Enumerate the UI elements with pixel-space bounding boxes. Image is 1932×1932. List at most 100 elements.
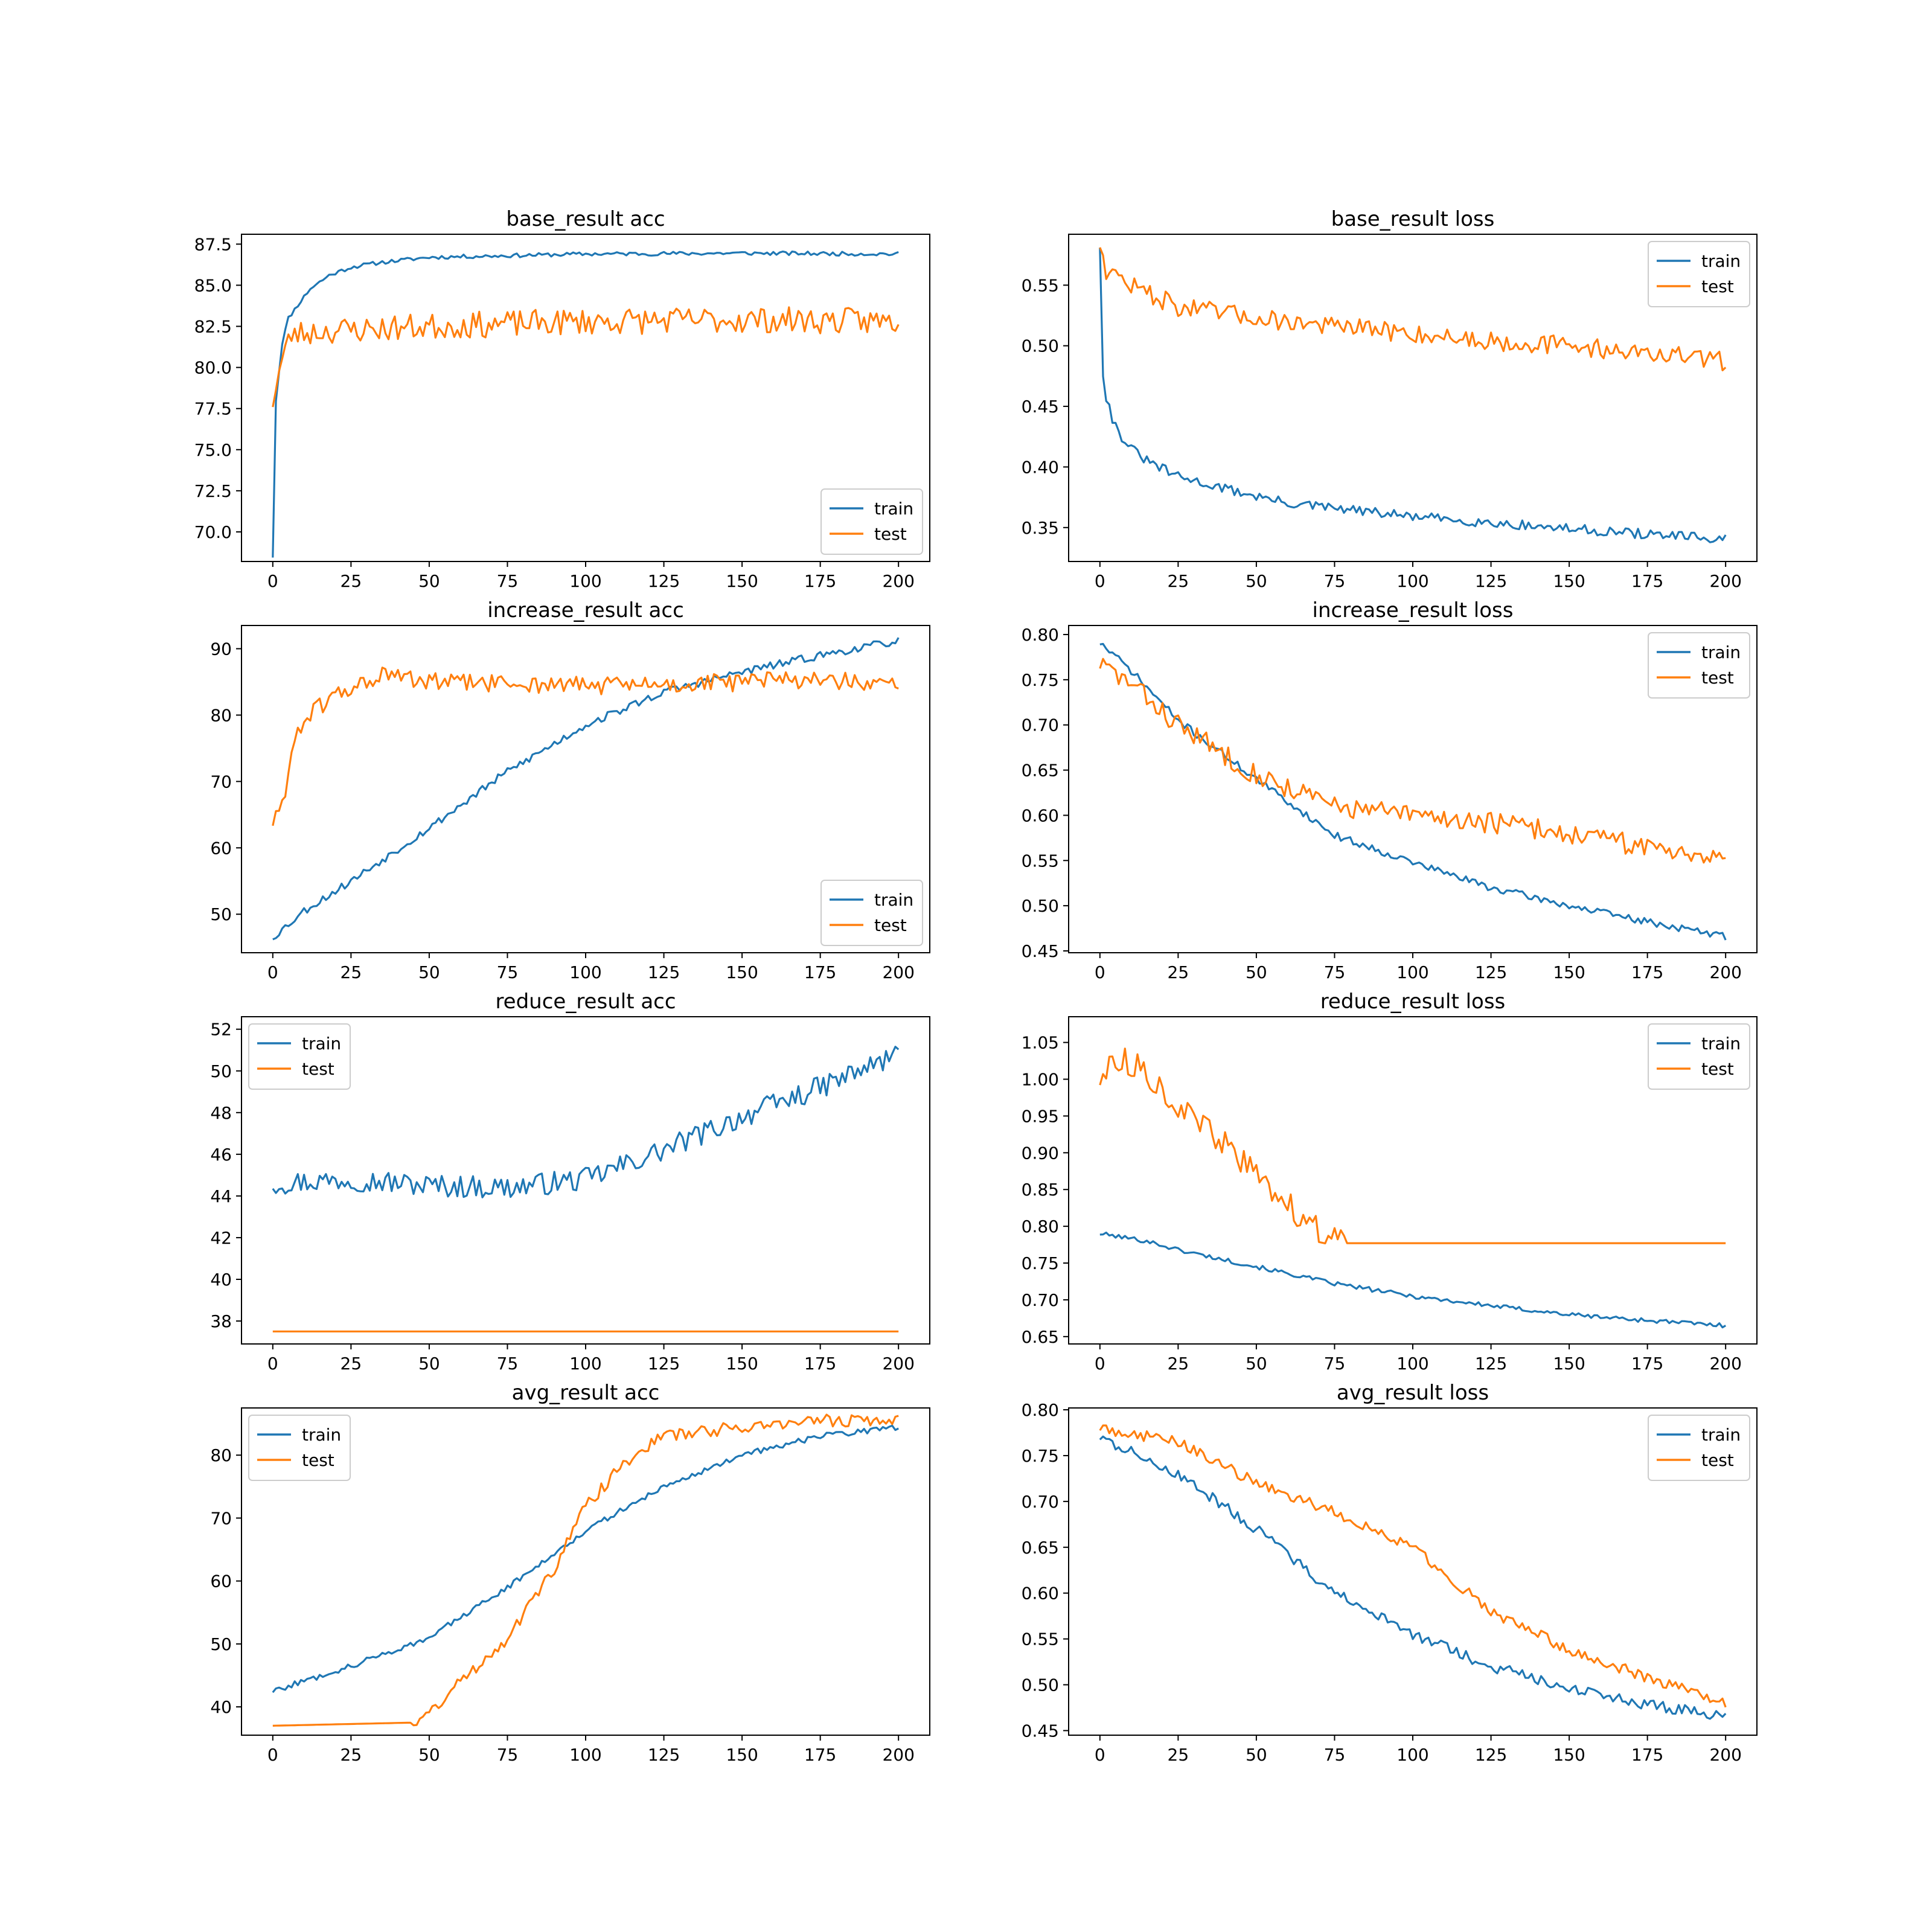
plot-frame <box>1068 1016 1758 1345</box>
x-tick-label: 175 <box>1631 962 1663 982</box>
y-tick-label: 40 <box>210 1270 232 1290</box>
plot-frame <box>241 1016 930 1345</box>
x-tick-label: 75 <box>1324 1354 1346 1374</box>
x-tick-label: 125 <box>648 1745 680 1765</box>
chart-title: avg_result acc <box>512 1381 660 1405</box>
y-tick-label: 77.5 <box>194 399 232 419</box>
x-tick-label: 0 <box>1095 962 1105 982</box>
y-tick-label: 0.45 <box>1022 397 1059 417</box>
y-tick-label: 0.65 <box>1022 761 1059 781</box>
x-tick-label: 175 <box>1631 1745 1663 1765</box>
x-tick-label: 25 <box>341 1745 362 1765</box>
series-line-train <box>1099 1231 1727 1329</box>
x-tick-label: 50 <box>418 962 440 982</box>
legend: train test <box>820 880 923 946</box>
legend-label-test: test <box>1701 277 1734 296</box>
y-tick-label: 0.70 <box>1022 1290 1059 1310</box>
chart-title: reduce_result loss <box>1320 990 1506 1014</box>
legend-label-train: train <box>1701 1425 1741 1445</box>
y-tick-label: 0.60 <box>1022 1584 1059 1604</box>
x-tick-label: 200 <box>1709 1354 1741 1374</box>
y-tick-label: 1.00 <box>1022 1070 1059 1090</box>
y-tick-label: 70 <box>210 772 232 792</box>
legend-box <box>1648 1023 1750 1090</box>
legend: train test <box>248 1023 351 1090</box>
x-tick-label: 75 <box>1324 1745 1346 1765</box>
series-line-test <box>1099 657 1726 864</box>
series-line-test <box>1099 1424 1727 1708</box>
y-tick-label: 44 <box>210 1186 232 1206</box>
legend-label-test: test <box>874 524 907 544</box>
x-tick-label: 25 <box>1168 571 1189 591</box>
x-tick-label: 0 <box>1095 1745 1105 1765</box>
y-tick-label: 0.45 <box>1022 941 1059 961</box>
chart-panel: avg_result loss 0 25 50 75 100 125 150 175 200 0.4… <box>1022 1381 1758 1765</box>
x-tick-label: 0 <box>1095 1354 1105 1374</box>
chart-title: avg_result loss <box>1337 1381 1489 1405</box>
y-tick-label: 42 <box>210 1228 232 1248</box>
chart-panel: base_result loss 0 25 50 75 100 125 150 175 200 0.… <box>1022 207 1758 591</box>
legend-label-train: train <box>874 890 913 910</box>
x-tick-label: 175 <box>804 1745 836 1765</box>
legend-label-test: test <box>302 1450 334 1470</box>
series-line-test <box>272 667 899 827</box>
x-tick-label: 150 <box>726 1745 758 1765</box>
y-tick-label: 0.80 <box>1022 1400 1059 1420</box>
y-tick-label: 0.55 <box>1022 1630 1059 1649</box>
x-tick-label: 25 <box>341 962 362 982</box>
x-tick-label: 125 <box>1475 962 1507 982</box>
series-line-train <box>272 1424 899 1694</box>
chart-panel: increase_result acc 0 25 50 75 100 125 150 175 20… <box>210 598 930 982</box>
y-tick-label: 80 <box>210 705 232 725</box>
series-line-train <box>1099 642 1727 941</box>
x-tick-label: 100 <box>569 962 601 982</box>
plot-frame <box>241 1407 930 1736</box>
x-tick-label: 125 <box>1475 571 1507 591</box>
x-tick-label: 25 <box>341 1354 362 1374</box>
x-tick-label: 50 <box>1246 1354 1267 1374</box>
legend-label-train: train <box>874 499 913 519</box>
plot-frame <box>1068 1407 1758 1736</box>
legend: train test <box>1648 241 1750 307</box>
x-tick-label: 200 <box>1709 1745 1741 1765</box>
y-tick-label: 0.65 <box>1022 1538 1059 1558</box>
y-tick-label: 0.80 <box>1022 625 1059 645</box>
y-tick-label: 0.75 <box>1022 670 1059 690</box>
x-tick-label: 150 <box>1553 1354 1585 1374</box>
plot-frame <box>241 625 930 953</box>
chart-title: base_result acc <box>506 207 665 231</box>
y-tick-label: 70.0 <box>194 522 232 542</box>
x-tick-label: 150 <box>1553 1745 1585 1765</box>
y-tick-label: 72.5 <box>194 481 232 501</box>
x-tick-label: 125 <box>648 962 680 982</box>
x-tick-label: 0 <box>1095 571 1105 591</box>
plot-frame <box>241 234 930 562</box>
x-tick-label: 25 <box>1168 962 1189 982</box>
legend-box <box>1648 632 1750 699</box>
series-line-train <box>1099 248 1727 543</box>
legend-box <box>820 488 923 555</box>
x-tick-label: 150 <box>726 571 758 591</box>
x-tick-label: 175 <box>804 962 836 982</box>
x-tick-label: 175 <box>804 1354 836 1374</box>
y-tick-label: 80 <box>210 1445 232 1465</box>
legend-label-test: test <box>1701 668 1734 688</box>
legend: train test <box>1648 1023 1750 1090</box>
series-line-train <box>272 1046 900 1198</box>
x-tick-label: 50 <box>1246 962 1267 982</box>
y-tick-label: 0.90 <box>1022 1143 1059 1163</box>
y-tick-label: 0.45 <box>1022 1721 1059 1741</box>
x-tick-label: 175 <box>1631 571 1663 591</box>
legend-box <box>248 1023 351 1090</box>
y-tick-label: 0.55 <box>1022 851 1059 871</box>
x-tick-label: 125 <box>648 571 680 591</box>
x-tick-label: 200 <box>882 962 914 982</box>
x-tick-label: 50 <box>418 571 440 591</box>
chart-panel: increase_result loss 0 25 50 75 100 125 150 175 2… <box>1022 598 1758 982</box>
x-tick-label: 200 <box>1709 962 1741 982</box>
legend-label-train: train <box>1701 1034 1741 1054</box>
y-tick-label: 40 <box>210 1697 232 1717</box>
chart-title: reduce_result acc <box>495 990 676 1014</box>
legend: train test <box>248 1415 351 1481</box>
